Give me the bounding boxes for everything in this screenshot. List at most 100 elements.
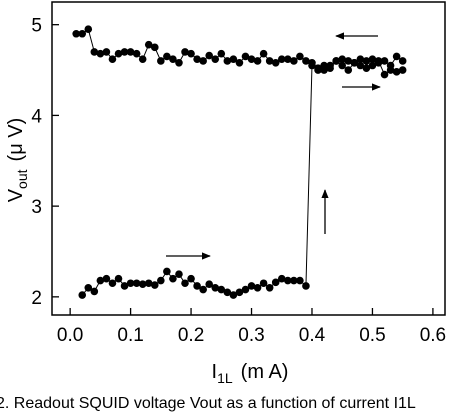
data-point xyxy=(78,291,87,299)
data-point xyxy=(356,55,365,63)
data-point xyxy=(144,279,153,288)
data-point xyxy=(265,57,274,65)
data-point xyxy=(90,287,99,296)
data-point xyxy=(175,270,183,278)
data-point xyxy=(338,55,347,63)
data-point xyxy=(362,64,371,73)
data-point xyxy=(241,52,250,61)
data-point xyxy=(72,29,80,38)
data-point xyxy=(163,267,171,276)
data-point xyxy=(199,57,207,65)
data-point xyxy=(108,279,117,288)
data-point xyxy=(308,58,316,67)
data-point xyxy=(386,61,395,70)
x-tick-label: 0.0 xyxy=(57,325,83,346)
data-point xyxy=(169,55,177,63)
data-point xyxy=(114,274,123,283)
data-point xyxy=(374,58,383,67)
data-point xyxy=(265,283,274,292)
data-point xyxy=(284,276,292,285)
data-point xyxy=(90,48,99,56)
plot-frame xyxy=(51,1,446,316)
data-point xyxy=(138,280,147,288)
data-point xyxy=(277,55,286,63)
data-point xyxy=(217,49,226,58)
data-point xyxy=(290,276,298,285)
data-point xyxy=(296,52,304,61)
x-tick-label: 0.1 xyxy=(117,325,143,346)
data-point xyxy=(163,52,171,61)
data-point xyxy=(314,64,322,73)
data-point xyxy=(169,274,177,283)
data-point xyxy=(187,274,195,283)
data-point xyxy=(84,25,93,34)
data-point xyxy=(114,49,123,58)
data-point xyxy=(126,279,135,288)
data-point xyxy=(205,280,213,288)
data-point xyxy=(181,279,189,288)
data-point xyxy=(253,283,262,292)
data-point xyxy=(259,279,268,288)
data-point xyxy=(96,49,105,58)
data-point xyxy=(271,58,280,67)
data-point xyxy=(175,58,183,67)
data-point xyxy=(344,66,353,74)
data-point xyxy=(96,276,105,285)
data-point xyxy=(368,55,377,63)
data-point xyxy=(344,57,353,65)
series-line xyxy=(81,60,403,296)
data-point xyxy=(302,57,310,65)
data-point xyxy=(84,283,93,292)
data-point xyxy=(211,283,220,292)
data-point xyxy=(108,55,117,63)
data-point xyxy=(271,278,280,287)
data-point xyxy=(338,61,347,70)
data-point xyxy=(181,48,189,56)
data-point xyxy=(392,68,401,76)
y-tick-label: 5 xyxy=(31,16,42,37)
data-point xyxy=(350,58,359,67)
data-point xyxy=(150,43,159,52)
data-point xyxy=(120,282,129,290)
data-point xyxy=(380,70,389,79)
data-point xyxy=(102,48,111,56)
data-point xyxy=(253,57,262,65)
data-point xyxy=(259,49,268,58)
data-point xyxy=(247,55,256,63)
data-point xyxy=(217,285,226,294)
data-point xyxy=(193,282,201,290)
y-axis-label: Vout(μ V) xyxy=(5,118,30,203)
data-point xyxy=(398,66,407,74)
x-axis-label: I1L (m A) xyxy=(212,361,289,386)
data-point xyxy=(392,52,401,61)
data-point xyxy=(284,55,292,63)
data-point xyxy=(205,51,213,60)
data-point xyxy=(296,276,304,285)
data-point xyxy=(223,57,232,65)
data-point xyxy=(320,66,328,74)
data-point xyxy=(211,55,220,63)
y-tick-label: 3 xyxy=(31,197,42,218)
data-point xyxy=(193,55,201,63)
data-point xyxy=(277,274,286,283)
data-point xyxy=(235,58,244,67)
data-point xyxy=(368,61,377,70)
data-point xyxy=(326,61,334,70)
data-point xyxy=(132,279,141,288)
data-point xyxy=(102,274,111,283)
x-tick-label: 0.3 xyxy=(238,325,264,346)
x-tick-label: 0.2 xyxy=(178,325,204,346)
y-tick-label: 2 xyxy=(31,288,42,309)
data-point xyxy=(229,291,238,299)
data-point xyxy=(247,282,256,290)
data-point xyxy=(132,49,141,58)
data-point xyxy=(199,285,207,294)
data-point xyxy=(235,288,244,297)
data-point xyxy=(380,57,389,65)
data-point xyxy=(120,48,129,56)
data-point xyxy=(223,288,232,297)
x-tick-label: 0.4 xyxy=(299,325,326,346)
y-tick-label: 4 xyxy=(31,106,42,127)
data-point xyxy=(332,57,340,65)
